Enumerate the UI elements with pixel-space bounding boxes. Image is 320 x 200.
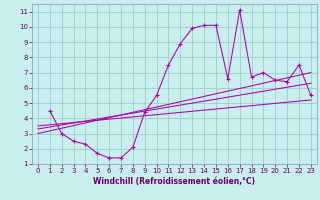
X-axis label: Windchill (Refroidissement éolien,°C): Windchill (Refroidissement éolien,°C) xyxy=(93,177,255,186)
